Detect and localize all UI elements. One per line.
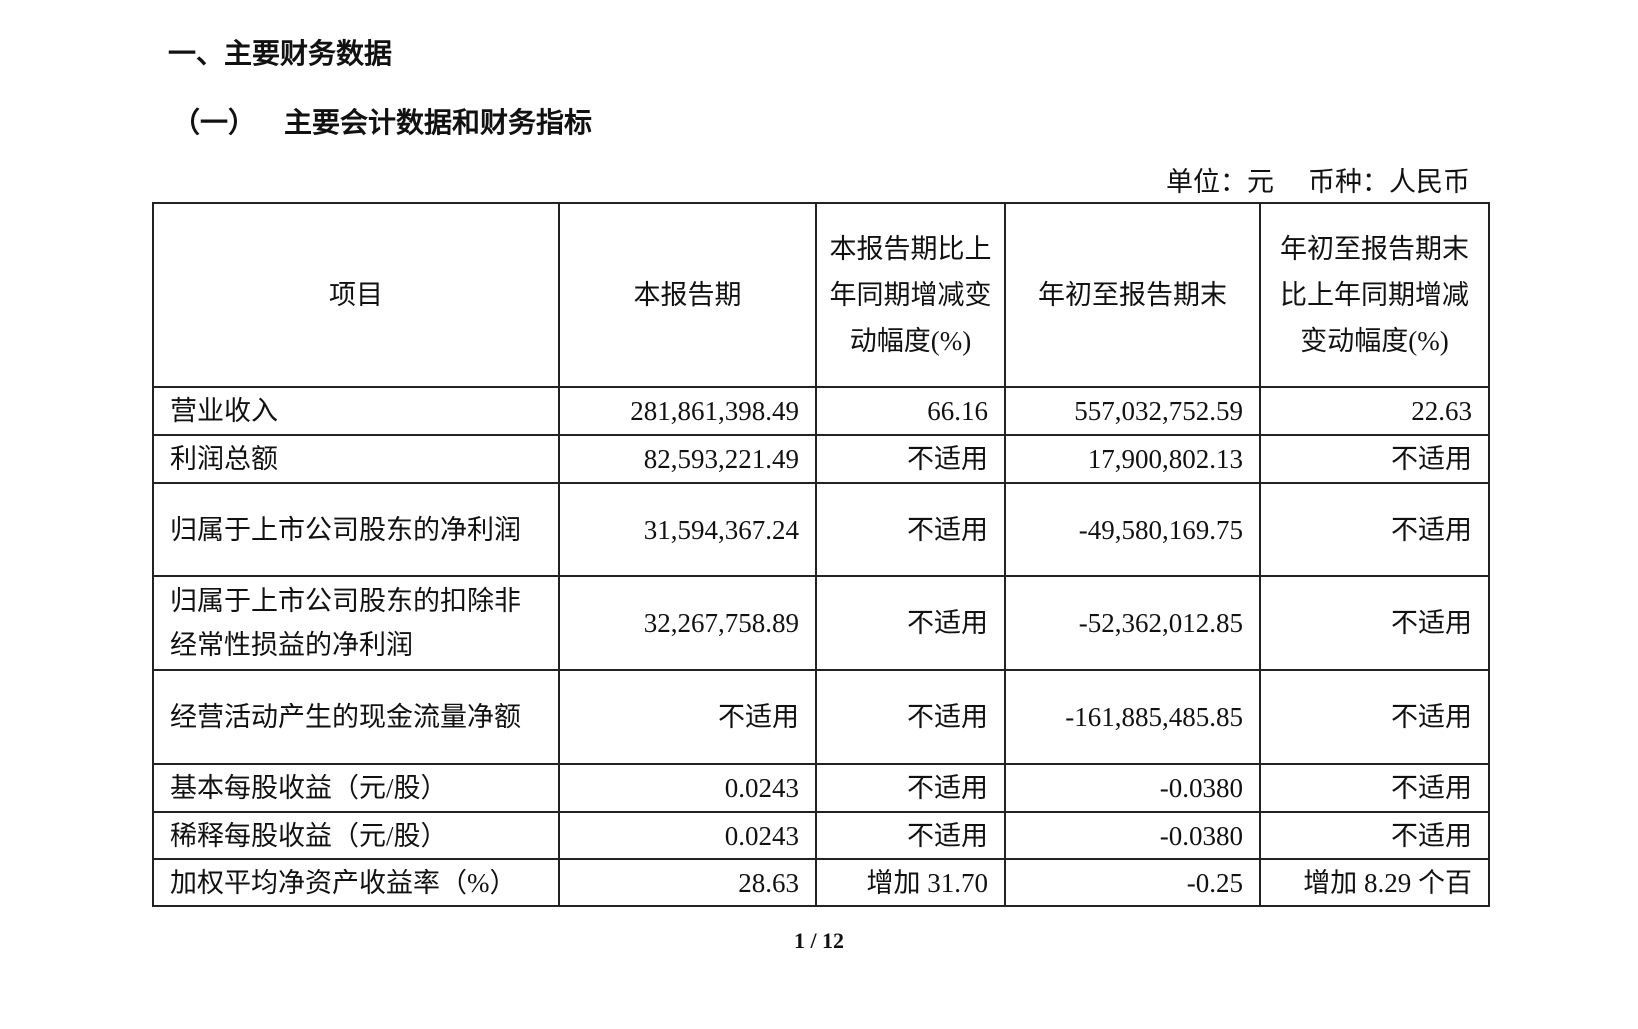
cell-value: 增加 8.29 个百 (1259, 858, 1490, 907)
row-label: 经营活动产生的现金流量净额 (152, 669, 560, 765)
header-item: 项目 (152, 202, 560, 388)
row-label: 归属于上市公司股东的净利润 (152, 482, 560, 577)
cell-value: 32,267,758.89 (558, 575, 817, 671)
row-label: 营业收入 (152, 386, 560, 436)
cell-value: -0.0380 (1004, 811, 1261, 860)
cell-value: 281,861,398.49 (558, 386, 817, 436)
cell-value: 31,594,367.24 (558, 482, 817, 577)
cell-value: -49,580,169.75 (1004, 482, 1261, 577)
financial-data-table: 项目 本报告期 本报告期比上年同期增减变动幅度(%) 年初至报告期末 年初至报告… (152, 202, 1490, 907)
cell-value: -161,885,485.85 (1004, 669, 1261, 765)
cell-value: 不适用 (1259, 482, 1490, 577)
table-row: 经营活动产生的现金流量净额 不适用 不适用 -161,885,485.85 不适用 (152, 669, 1490, 765)
table-row: 加权平均净资产收益率（%） 28.63 增加 31.70 -0.25 增加 8.29 个… (152, 858, 1490, 907)
cell-value: 17,900,802.13 (1004, 434, 1261, 484)
header-current-change: 本报告期比上年同期增减变动幅度(%) (815, 202, 1006, 388)
row-label: 利润总额 (152, 434, 560, 484)
cell-value: 不适用 (815, 669, 1006, 765)
table-row: 归属于上市公司股东的扣除非经常性损益的净利润 32,267,758.89 不适用 -5… (152, 575, 1490, 671)
section-heading: 一、主要财务数据 (168, 37, 393, 70)
currency-label: 币种：人民币 (1308, 167, 1470, 197)
table-row: 营业收入 281,861,398.49 66.16 557,032,752.59 22.… (152, 386, 1490, 436)
header-ytd: 年初至报告期末 (1004, 202, 1261, 388)
table-row: 稀释每股收益（元/股） 0.0243 不适用 -0.0380 不适用 (152, 811, 1490, 860)
cell-value: 0.0243 (558, 763, 817, 813)
cell-value: 557,032,752.59 (1004, 386, 1261, 436)
cell-value: 28.63 (558, 858, 817, 907)
cell-value: 不适用 (1259, 669, 1490, 765)
cell-value: 不适用 (1259, 811, 1490, 860)
unit-line: 单位：元 币种：人民币 (1166, 160, 1470, 199)
table-header-row: 项目 本报告期 本报告期比上年同期增减变动幅度(%) 年初至报告期末 年初至报告… (152, 202, 1490, 388)
cell-value: 0.0243 (558, 811, 817, 860)
cell-value: -0.25 (1004, 858, 1261, 907)
cell-value: 不适用 (815, 811, 1006, 860)
cell-value: 不适用 (558, 669, 817, 765)
cell-value: 不适用 (815, 763, 1006, 813)
cell-value: 不适用 (815, 482, 1006, 577)
cell-value: 不适用 (815, 434, 1006, 484)
cell-value: 不适用 (1259, 763, 1490, 813)
cell-value: -52,362,012.85 (1004, 575, 1261, 671)
cell-value: 82,593,221.49 (558, 434, 817, 484)
table-row: 利润总额 82,593,221.49 不适用 17,900,802.13 不适用 (152, 434, 1490, 484)
subsection-heading: （一） 主要会计数据和财务指标 (172, 101, 592, 141)
row-label: 稀释每股收益（元/股） (152, 811, 560, 860)
cell-value: 增加 31.70 (815, 858, 1006, 907)
unit-label: 单位：元 (1166, 167, 1274, 197)
subsection-number: （一） (172, 106, 257, 139)
cell-value: 不适用 (1259, 434, 1490, 484)
table-row: 基本每股收益（元/股） 0.0243 不适用 -0.0380 不适用 (152, 763, 1490, 813)
page-number: 1 / 12 (793, 928, 845, 953)
table-row: 归属于上市公司股东的净利润 31,594,367.24 不适用 -49,580,169… (152, 482, 1490, 577)
cell-value: -0.0380 (1004, 763, 1261, 813)
row-label: 归属于上市公司股东的扣除非经常性损益的净利润 (152, 575, 560, 671)
cell-value: 不适用 (1259, 575, 1490, 671)
row-label: 加权平均净资产收益率（%） (152, 858, 560, 907)
cell-value: 不适用 (815, 575, 1006, 671)
header-current-period: 本报告期 (558, 202, 817, 388)
header-ytd-change: 年初至报告期末比上年同期增减变动幅度(%) (1259, 202, 1490, 388)
subsection-title: 主要会计数据和财务指标 (284, 106, 593, 139)
row-label: 基本每股收益（元/股） (152, 763, 560, 813)
cell-value: 66.16 (815, 386, 1006, 436)
cell-value: 22.63 (1259, 386, 1490, 436)
